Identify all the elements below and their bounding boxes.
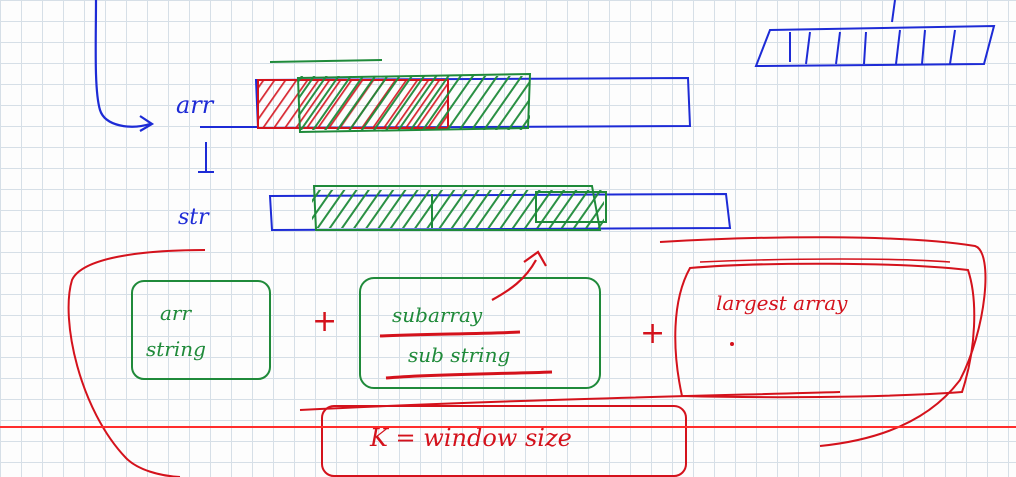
plus-sign-1: +	[312, 304, 337, 339]
red-up-arrow	[491, 259, 537, 301]
plus-sign-2: +	[640, 316, 665, 351]
small-array-stem	[891, 0, 896, 23]
window-marker-line	[269, 59, 383, 63]
substring-underline	[385, 370, 553, 380]
box-arr-string	[131, 280, 271, 380]
box-largest-label: largest array	[716, 291, 848, 315]
video-progress-fill	[0, 426, 1016, 428]
box-subarray-line2: sub string	[408, 343, 510, 367]
video-progress-bar[interactable]	[0, 426, 1016, 428]
str-green-segment	[535, 191, 607, 223]
subarray-underline	[379, 330, 521, 338]
box-subarray-line1: subarray	[392, 303, 483, 327]
box-largest-array-inner	[699, 258, 951, 263]
small-array-bar	[754, 24, 996, 68]
arrow-head	[139, 115, 155, 132]
formula-box	[321, 405, 687, 477]
down-marker	[198, 142, 214, 173]
box-largest-array	[674, 262, 976, 399]
arr-label: arr	[176, 91, 215, 119]
connector-arrow	[94, 0, 151, 128]
dot	[730, 342, 734, 346]
box-subarray-substring	[359, 277, 601, 389]
arr-green-window-border	[296, 72, 532, 134]
str-green-window-border	[312, 185, 602, 231]
formula-text: K = window size	[369, 424, 572, 452]
box-arr-string-line1: arr	[160, 301, 192, 325]
str-label: str	[178, 205, 210, 230]
arr-green-window	[298, 76, 530, 130]
box-arr-string-line2: string	[146, 337, 206, 361]
